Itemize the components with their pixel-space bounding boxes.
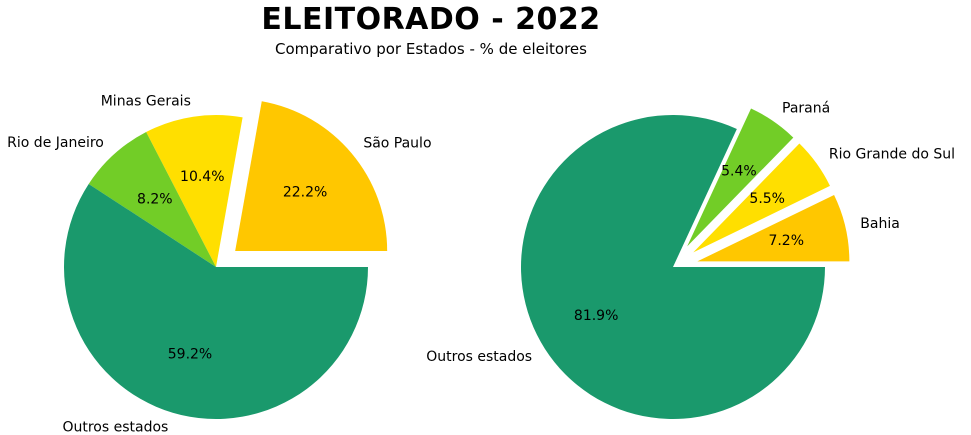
slice-value-label-rio-grande-do-sul: 5.5% <box>749 191 785 207</box>
pie-slice-outros-estados <box>520 115 825 420</box>
pie-slice-rio-grande-do-sul <box>693 143 830 253</box>
slice-value-label-rio-de-janeiro: 8.2% <box>137 191 173 207</box>
page-subtitle: Comparativo por Estados - % de eleitores <box>275 40 587 58</box>
slice-name-label-outros-estados: Outros estados <box>426 349 532 365</box>
slice-name-label-rio-grande-do-sul: Rio Grande do Sul <box>829 147 955 163</box>
slice-value-label-outros-estados: 81.9% <box>574 308 618 324</box>
slice-name-label-minas-gerais: Minas Gerais <box>101 94 191 110</box>
slice-name-label-outros-estados: Outros estados <box>62 419 168 435</box>
slice-value-label-bahia: 7.2% <box>768 233 804 249</box>
slice-name-label-bahia: Bahia <box>860 216 900 232</box>
slice-value-label-outros-estados: 59.2% <box>168 346 212 362</box>
slice-value-label-minas-gerais: 10.4% <box>180 169 224 185</box>
slice-name-label-rio-de-janeiro: Rio de Janeiro <box>7 135 104 151</box>
slice-value-label-parana: 5.4% <box>721 163 757 179</box>
pie-slice-rio-de-janeiro <box>88 132 216 267</box>
pie-chart-right: 7.2% Bahia 5.5% Rio Grande do Sul 5.4% Paraná… <box>426 101 955 420</box>
slice-name-label-parana: Paraná <box>782 101 830 117</box>
slice-value-label-sao-paulo: 22.2% <box>283 184 327 200</box>
pie-slice-sao-paulo <box>235 101 388 251</box>
pie-slice-parana <box>687 108 794 247</box>
pie-slice-minas-gerais <box>146 115 243 268</box>
slice-name-label-sao-paulo: São Paulo <box>363 136 431 152</box>
pie-slice-outros-estados <box>64 183 368 419</box>
pie-chart-left: 22.2% São Paulo 10.4% Minas Gerais 8.2% Rio d… <box>7 94 431 435</box>
page-title: ELEITORADO - 2022 <box>261 2 601 37</box>
pie-slice-bahia <box>697 194 850 262</box>
